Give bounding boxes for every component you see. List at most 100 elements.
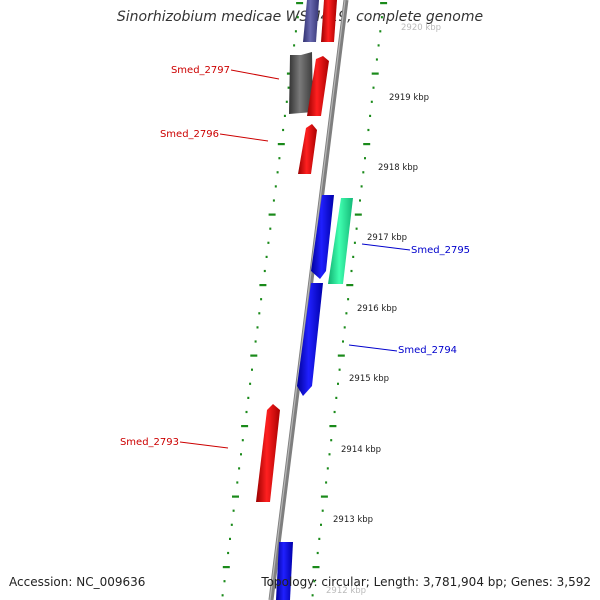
genome-backbone-highlight (269, 0, 346, 600)
gene-arrow-smed-2796[interactable] (298, 124, 317, 174)
minor-tick (335, 396, 338, 399)
minor-tick (260, 298, 263, 301)
minor-tick (313, 580, 316, 583)
gene-arrow[interactable] (276, 542, 293, 600)
minor-tick (337, 382, 339, 385)
minor-tick (232, 509, 235, 512)
minor-tick (241, 439, 244, 442)
minor-tick (294, 30, 297, 33)
minor-tick (287, 86, 290, 89)
minor-tick (318, 537, 321, 540)
minor-tick (258, 312, 261, 315)
minor-tick (362, 171, 365, 174)
gene-arrow[interactable] (321, 0, 337, 42)
gene-label-lines (179, 69, 411, 449)
minor-tick (238, 467, 241, 470)
major-tick (380, 2, 388, 5)
callout-line-smed-2797 (230, 69, 280, 80)
minor-tick (247, 396, 250, 399)
minor-tick (353, 241, 356, 244)
major-tick (296, 2, 304, 5)
minor-tick (285, 100, 288, 103)
minor-tick (326, 467, 329, 470)
minor-tick (276, 171, 279, 174)
minor-tick (367, 128, 370, 132)
gene-arrow-smed-2797[interactable] (289, 52, 313, 114)
genome-backbone (268, 0, 349, 600)
gene-arrow-smed-2795[interactable] (311, 195, 334, 279)
gene-arrow[interactable] (303, 0, 319, 42)
ruler-label: 2918 kbp (378, 163, 418, 173)
accession-text: Accession: NC_009636 (9, 575, 146, 589)
genome-summary-text: Topology: circular; Length: 3,781,904 bp… (261, 575, 591, 589)
map-title: Sinorhizobium medicae WSM419, complete g… (116, 9, 484, 25)
minor-tick (321, 509, 324, 512)
callout-line-smed-2795 (361, 243, 411, 251)
minor-tick (342, 340, 344, 343)
ruler-label: 2915 kbp (349, 374, 389, 384)
ruler-label: 2919 kbp (389, 93, 429, 103)
minor-tick (330, 439, 333, 442)
minor-tick (283, 114, 286, 117)
minor-tick (251, 368, 253, 371)
gene-label-smed-2796[interactable]: Smed_2796 (160, 129, 219, 140)
minor-tick (372, 86, 375, 89)
major-tick (312, 566, 320, 569)
ruler-label: 2917 kbp (367, 233, 407, 243)
tick-marks (221, 2, 388, 597)
major-tick (329, 425, 337, 428)
major-tick (354, 213, 362, 216)
ruler-label: 2912 kbp (326, 586, 366, 596)
gene-label-smed-2793[interactable]: Smed_2793 (120, 437, 179, 448)
minor-tick (263, 269, 266, 273)
minor-tick (272, 199, 275, 202)
major-tick (277, 143, 285, 146)
minor-tick (278, 157, 281, 160)
callout-line-smed-2796 (219, 133, 269, 142)
major-tick (259, 284, 267, 287)
minor-tick (379, 30, 382, 33)
ruler-label: 2914 kbp (341, 445, 381, 455)
major-tick (363, 143, 371, 146)
minor-tick (282, 128, 285, 132)
minor-tick (293, 44, 296, 47)
minor-tick (316, 551, 319, 555)
minor-tick (265, 255, 268, 258)
minor-tick (328, 453, 331, 456)
major-tick (337, 354, 345, 357)
minor-tick (375, 58, 378, 61)
minor-tick (221, 594, 224, 597)
minor-tick (325, 481, 328, 484)
minor-tick (240, 453, 242, 456)
minor-tick (236, 481, 239, 484)
major-tick (371, 72, 379, 75)
ruler-label: 2913 kbp (333, 515, 373, 525)
gene-arrow-smed-2794[interactable] (297, 283, 323, 396)
minor-tick (377, 44, 380, 47)
minor-tick (370, 100, 373, 103)
major-tick (250, 354, 258, 357)
gene-features (256, 0, 353, 600)
minor-tick (380, 16, 383, 19)
ruler-label: 2920 kbp (401, 23, 441, 33)
minor-tick (249, 382, 252, 385)
major-tick (346, 284, 354, 287)
gene-arrow-smed-2793[interactable] (256, 404, 280, 502)
minor-tick (364, 157, 366, 160)
gene-label-smed-2794[interactable]: Smed_2794 (398, 345, 457, 356)
gene-label-smed-2797[interactable]: Smed_2797 (171, 65, 230, 76)
callout-line-smed-2794 (348, 344, 398, 352)
gene-arrow[interactable] (307, 56, 329, 116)
gene-label-smed-2795[interactable]: Smed_2795 (411, 245, 470, 256)
minor-tick (338, 368, 341, 371)
callout-line-smed-2793 (179, 441, 229, 449)
minor-tick (267, 241, 270, 244)
minor-tick (360, 185, 363, 188)
major-tick (222, 566, 230, 569)
gene-arrow-smed-2795-cds[interactable] (328, 198, 353, 284)
minor-tick (369, 114, 372, 117)
major-tick (320, 495, 328, 498)
minor-tick (311, 594, 314, 597)
major-tick (241, 425, 249, 428)
